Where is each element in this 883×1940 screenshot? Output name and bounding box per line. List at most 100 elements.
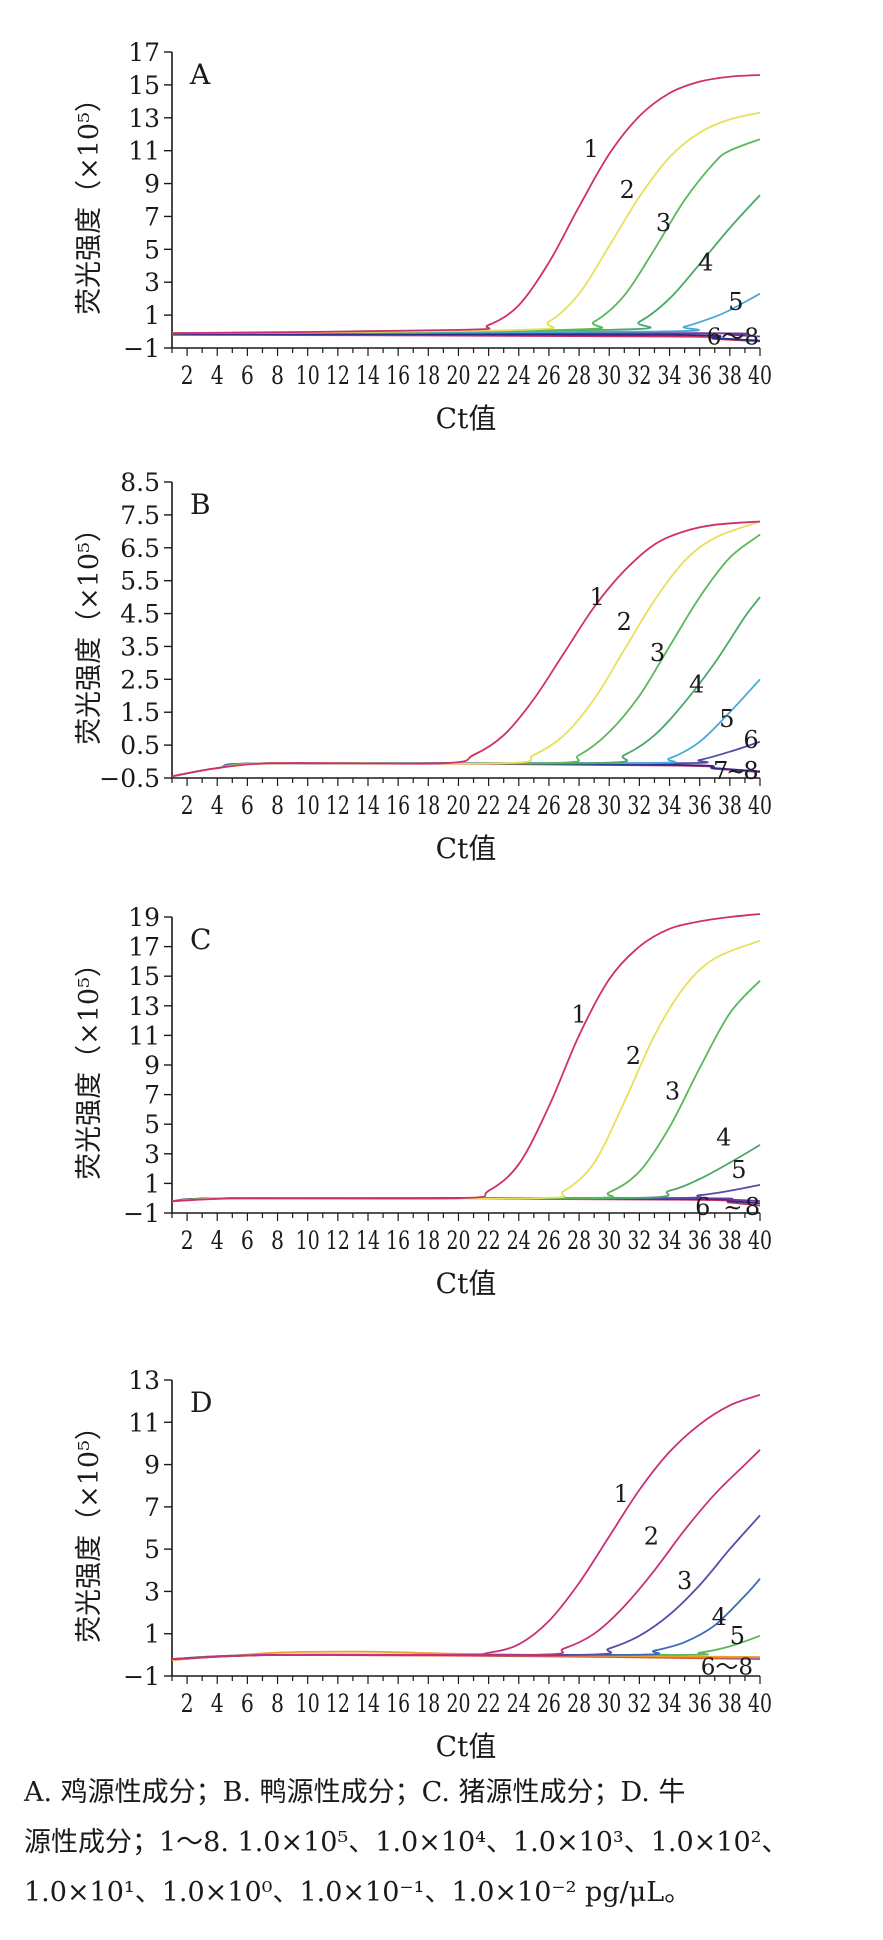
series-label-3: 3: [656, 209, 671, 237]
y-tick-label: 7: [144, 1081, 160, 1110]
x-tick-label: 40: [748, 791, 772, 820]
x-tick-label: 2: [181, 361, 194, 390]
figure-caption: A. 鸡源性成分；B. 鸭源性成分；C. 猪源性成分；D. 牛 源性成分；1～8…: [24, 1768, 864, 1918]
x-tick-label: 30: [597, 1226, 621, 1255]
series-label-1: 1: [590, 583, 605, 611]
x-tick-label: 4: [211, 1226, 224, 1255]
y-tick-label: 9: [144, 1051, 160, 1080]
x-tick-label: 16: [386, 1226, 410, 1255]
series-label-3: 3: [677, 1567, 692, 1595]
series-group: [172, 74, 761, 343]
x-axis-title: Ct值: [436, 1730, 497, 1763]
y-tick-label: 13: [128, 104, 160, 133]
series-label-1: 1: [614, 1480, 629, 1508]
x-tick-label: 22: [477, 1226, 501, 1255]
x-tick-label: 16: [386, 361, 410, 390]
x-tick-label: 10: [296, 791, 320, 820]
series-group: [172, 913, 761, 1207]
x-tick-label: 24: [507, 1226, 531, 1255]
panel-label: C: [190, 923, 211, 956]
x-tick-label: 38: [718, 361, 742, 390]
x-tick-label: 10: [296, 1689, 320, 1718]
x-tick-label: 20: [446, 791, 470, 820]
series-label-4: 4: [689, 670, 704, 698]
series-line-4: [172, 194, 761, 335]
series-line-4: [172, 596, 761, 778]
y-tick-label: 3: [144, 268, 160, 297]
x-tick-label: 16: [386, 1689, 410, 1718]
y-tick-label: 5.5: [120, 567, 160, 596]
y-tick-label: 1: [144, 301, 160, 330]
series-label-2: 2: [644, 1522, 659, 1550]
y-tick-label: 11: [128, 1021, 160, 1050]
series-line-2: [172, 1449, 761, 1660]
y-tick-label: −1: [123, 1662, 160, 1691]
series-label-1: 1: [583, 135, 598, 163]
series-label-3: 3: [665, 1078, 680, 1106]
series-line-1: [172, 74, 761, 335]
x-tick-label: 18: [416, 791, 440, 820]
panel-label: A: [189, 58, 211, 91]
series-line-3: [172, 1514, 761, 1660]
series-group: [172, 520, 761, 778]
x-tick-label: 26: [537, 791, 561, 820]
series-line-1: [172, 1393, 761, 1660]
y-tick-label: 1.5: [120, 698, 160, 727]
x-tick-label: 8: [271, 791, 284, 820]
y-tick-label: 5: [144, 235, 160, 264]
caption-line-1: A. 鸡源性成分；B. 鸭源性成分；C. 猪源性成分；D. 牛: [24, 1777, 686, 1808]
y-tick-label: 15: [128, 71, 160, 100]
series-label-4: 4: [716, 1124, 731, 1152]
x-tick-label: 40: [748, 1689, 772, 1718]
x-tick-label: 10: [296, 361, 320, 390]
y-tick-label: 0.5: [120, 731, 160, 760]
panel-label: D: [190, 1386, 212, 1419]
x-tick-label: 24: [507, 791, 531, 820]
annotation-label: ~: [726, 759, 745, 785]
x-axis-title: Ct值: [436, 832, 497, 865]
series-line-7: [172, 762, 761, 778]
y-tick-label: 13: [128, 1366, 160, 1395]
x-tick-label: 28: [567, 361, 591, 390]
x-tick-label: 18: [416, 1226, 440, 1255]
x-tick-label: 22: [477, 361, 501, 390]
series-label-5: 5: [719, 705, 734, 733]
x-tick-label: 2: [181, 1226, 194, 1255]
x-tick-label: 6: [241, 361, 254, 390]
x-tick-label: 40: [748, 361, 772, 390]
series-label-3: 3: [650, 639, 665, 667]
x-tick-label: 24: [507, 361, 531, 390]
x-tick-label: 12: [326, 1689, 350, 1718]
y-axis-title: 荧光强度（×10⁵）: [74, 1413, 105, 1643]
y-tick-label: 15: [128, 962, 160, 991]
x-tick-label: 20: [446, 1689, 470, 1718]
y-axis-title: 荧光强度（×10⁵）: [74, 515, 105, 745]
series-label-2: 2: [626, 1042, 641, 1070]
series-label-5: 5: [730, 1622, 745, 1650]
x-tick-label: 22: [477, 791, 501, 820]
y-tick-label: 7: [144, 1493, 160, 1522]
series-label-2: 2: [617, 608, 632, 636]
x-tick-label: 8: [271, 361, 284, 390]
series-group: [172, 1393, 761, 1661]
series-label-8: 8: [743, 757, 758, 785]
x-tick-label: 8: [271, 1689, 284, 1718]
x-tick-label: 32: [627, 361, 651, 390]
x-tick-label: 6: [241, 1689, 254, 1718]
x-tick-label: 12: [326, 791, 350, 820]
x-tick-label: 36: [688, 1689, 712, 1718]
x-tick-label: 20: [446, 361, 470, 390]
y-tick-label: 4.5: [120, 600, 160, 629]
series-line-2: [172, 111, 761, 335]
series-line-1: [172, 520, 761, 778]
x-tick-label: 28: [567, 791, 591, 820]
y-tick-label: 19: [128, 903, 160, 932]
series-line-6: [172, 1650, 761, 1661]
x-tick-label: 32: [627, 1226, 651, 1255]
y-tick-label: 8.5: [120, 468, 160, 497]
series-line-2: [172, 520, 761, 778]
series-label-6: 6: [695, 1193, 710, 1221]
y-tick-label: 17: [128, 38, 160, 67]
y-tick-label: 3: [144, 1140, 160, 1169]
